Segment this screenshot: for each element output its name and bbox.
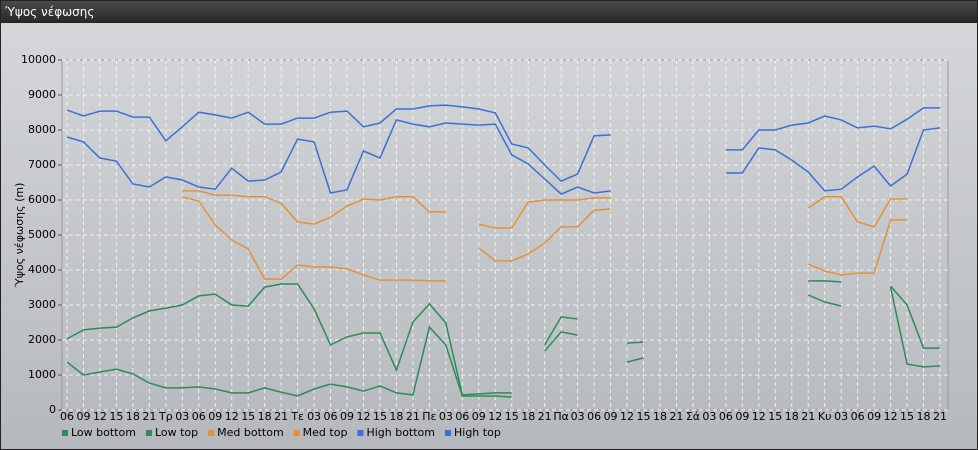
x-tick-label: 03 — [307, 410, 321, 423]
y-tick-label: 1000 — [28, 368, 56, 381]
legend-swatch — [293, 430, 300, 436]
x-tick-label: 03 — [175, 410, 189, 423]
x-tick-label: 06 — [851, 410, 865, 423]
x-tick-label: 15 — [241, 410, 255, 423]
x-tick-label: 18 — [785, 410, 799, 423]
series-line — [66, 119, 941, 195]
x-tick-label: 18 — [389, 410, 403, 423]
legend-label: High bottom — [366, 426, 435, 439]
legend-label: Low top — [155, 426, 198, 439]
x-tick-label: 18 — [126, 410, 140, 423]
y-tick-label: 5000 — [28, 228, 56, 241]
legend-swatch — [445, 430, 451, 436]
x-tick-label: Πε — [422, 410, 436, 423]
x-tick-label: 09 — [208, 410, 222, 423]
series-line — [66, 280, 940, 396]
x-tick-label: 12 — [356, 410, 370, 423]
x-tick-label: 12 — [225, 410, 239, 423]
series-line — [182, 190, 908, 229]
x-tick-label: 15 — [505, 410, 519, 423]
x-tick-label: 15 — [637, 410, 651, 423]
x-tick-label: 21 — [274, 410, 288, 423]
x-tick-label: 12 — [752, 410, 766, 423]
y-tick-label: 4000 — [28, 263, 56, 276]
y-tick-label: 10000 — [21, 53, 56, 66]
y-axis-label: Ύψος νέφωσης (m) — [13, 183, 26, 289]
legend-label: Med bottom — [217, 426, 284, 439]
x-tick-label: Σά — [686, 410, 700, 423]
series-line — [66, 286, 941, 398]
x-tick-label: 09 — [735, 410, 749, 423]
x-tick-label: 21 — [538, 410, 552, 423]
x-tick-label: Πα — [553, 410, 569, 423]
x-tick-label: 06 — [192, 410, 206, 423]
x-tick-label: 21 — [669, 410, 683, 423]
x-tick-label: 09 — [76, 410, 90, 423]
x-tick-label: 12 — [488, 410, 502, 423]
x-tick-label: 18 — [917, 410, 931, 423]
y-tick-label: 7000 — [28, 158, 56, 171]
x-tick-label: 12 — [884, 410, 898, 423]
x-tick-label: 18 — [258, 410, 272, 423]
x-tick-label: 15 — [768, 410, 782, 423]
x-tick-label: 12 — [620, 410, 634, 423]
series-line — [182, 196, 908, 282]
legend-label: Med top — [303, 426, 348, 439]
x-tick-label: 03 — [439, 410, 453, 423]
x-tick-label: 15 — [900, 410, 914, 423]
legend-swatch — [145, 430, 152, 436]
x-tick-label: 09 — [472, 410, 486, 423]
x-tick-label: 03 — [834, 410, 848, 423]
x-tick-label: 09 — [867, 410, 881, 423]
x-tick-label: 15 — [109, 410, 123, 423]
x-tick-label: 15 — [373, 410, 387, 423]
y-tick-label: 2000 — [28, 333, 56, 346]
x-tick-label: 09 — [340, 410, 354, 423]
x-tick-label: 18 — [653, 410, 667, 423]
series-line — [66, 104, 940, 182]
legend-label: High top — [454, 426, 501, 439]
x-tick-label: Τε — [290, 410, 304, 423]
x-tick-label: 06 — [324, 410, 338, 423]
legend-swatch — [62, 430, 68, 436]
x-tick-label: 06 — [455, 410, 469, 423]
x-tick-label: 21 — [142, 410, 156, 423]
legend-label: Low bottom — [71, 426, 136, 439]
x-tick-label: 06 — [587, 410, 601, 423]
x-tick-label: 21 — [801, 410, 815, 423]
y-tick-label: 0 — [49, 403, 56, 416]
x-tick-label: 06 — [719, 410, 733, 423]
x-tick-label: 21 — [933, 410, 947, 423]
x-tick-label: Κυ — [818, 410, 832, 423]
x-tick-label: 18 — [521, 410, 535, 423]
legend-swatch — [357, 430, 364, 436]
window-title: Ύψος νέφωσης — [1, 1, 977, 23]
x-tick-label: 21 — [406, 410, 420, 423]
x-tick-label: 03 — [702, 410, 716, 423]
legend-swatch — [208, 430, 215, 436]
x-tick-label: 09 — [604, 410, 618, 423]
x-tick-label: 06 — [60, 410, 74, 423]
x-tick-label: 03 — [571, 410, 585, 423]
y-tick-label: 9000 — [28, 88, 56, 101]
y-tick-label: 8000 — [28, 123, 56, 136]
x-tick-label: 12 — [93, 410, 107, 423]
y-tick-label: 6000 — [28, 193, 56, 206]
x-tick-label: Τρ — [158, 410, 173, 423]
y-tick-label: 3000 — [28, 298, 56, 311]
